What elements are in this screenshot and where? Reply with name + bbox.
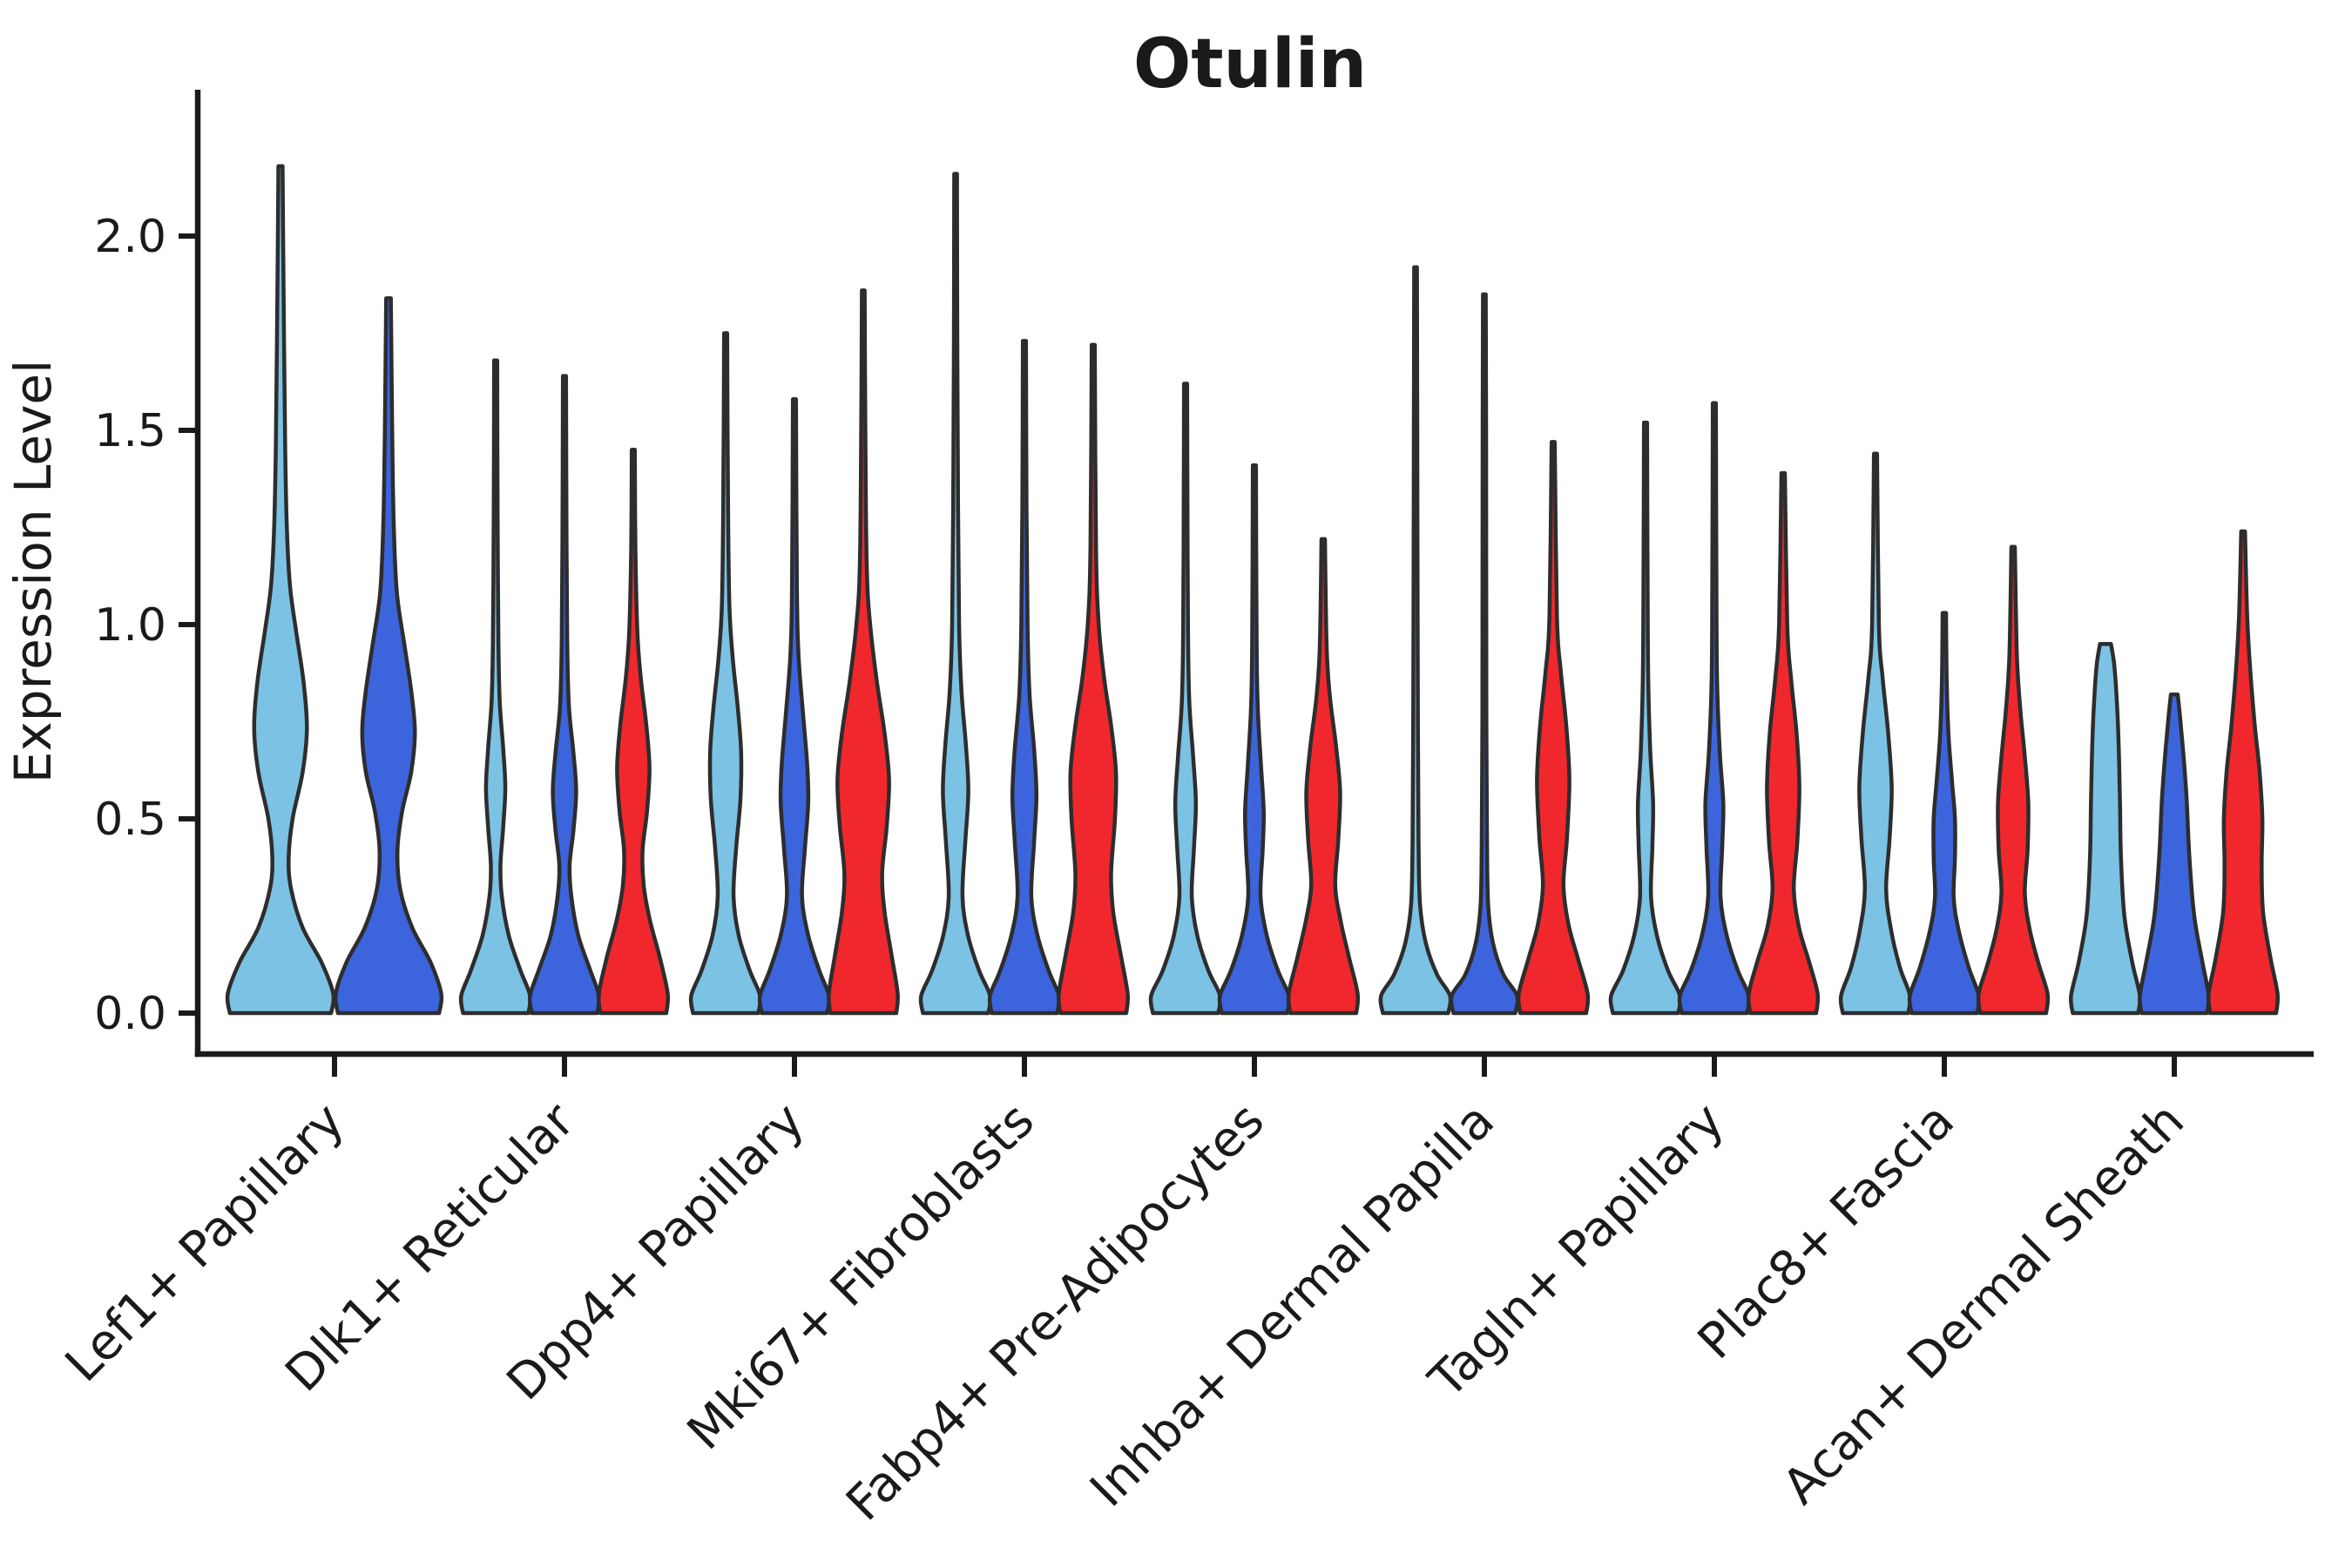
y-tick-label: 0.0	[94, 988, 166, 1040]
violin-fabp4-pre-adipocytes-red	[1286, 537, 1361, 1016]
y-tick-label: 1.5	[94, 405, 166, 457]
violin-tagln-papillary-red	[1746, 470, 1821, 1016]
violin-tagln-papillary-light-blue	[1608, 420, 1683, 1016]
violin-inhba-dermal-papilla-light-blue	[1378, 265, 1453, 1016]
violins-layer	[225, 164, 2281, 1016]
y-tick-label: 2.0	[94, 211, 166, 263]
violin-dlk1-reticular-light-blue	[458, 358, 533, 1016]
violin-acan-dermal-sheath-red	[2206, 529, 2281, 1016]
violin-acan-dermal-sheath-dark-blue	[2138, 693, 2211, 1016]
violin-plac8-fascia-light-blue	[1838, 451, 1913, 1016]
violin-mki67-fibroblasts-dark-blue	[987, 339, 1062, 1016]
violin-lef1-papillary-light-blue	[225, 164, 336, 1016]
y-tick-label: 1.0	[94, 599, 166, 652]
axes-layer	[179, 90, 2314, 1077]
chart-title: Otulin	[1133, 25, 1367, 104]
violin-plac8-fascia-dark-blue	[1907, 611, 1982, 1016]
violin-dpp4-papillary-red	[827, 288, 900, 1016]
violin-mki67-fibroblasts-light-blue	[918, 172, 993, 1016]
violin-inhba-dermal-papilla-dark-blue	[1449, 292, 1520, 1016]
violin-tagln-papillary-dark-blue	[1677, 401, 1752, 1016]
violin-fabp4-pre-adipocytes-light-blue	[1148, 382, 1223, 1016]
violin-dlk1-reticular-red	[596, 448, 671, 1016]
violin-acan-dermal-sheath-light-blue	[2069, 642, 2142, 1016]
y-axis-label: Expression Level	[3, 360, 63, 783]
x-tick-label-acan-dermal-sheath: Acan+ Dermal Sheath	[1772, 1092, 2195, 1516]
violin-lef1-papillary-dark-blue	[333, 296, 444, 1016]
violin-inhba-dermal-papilla-red	[1516, 440, 1591, 1016]
violin-plac8-fascia-red	[1976, 544, 2051, 1016]
violin-fabp4-pre-adipocytes-dark-blue	[1217, 463, 1292, 1016]
violin-mki67-fibroblasts-red	[1056, 342, 1131, 1016]
x-tick-label-inhba-dermal-papilla: Inhba+ Dermal Papilla	[1079, 1092, 1505, 1518]
violin-dlk1-reticular-dark-blue	[527, 374, 602, 1016]
x-tick-label-fabp4-pre-adipocytes: Fabp4+ Pre-Adipocytes	[835, 1092, 1275, 1532]
y-tick-label: 0.5	[94, 794, 166, 846]
violin-dpp4-papillary-dark-blue	[757, 397, 832, 1016]
violin-dpp4-papillary-light-blue	[688, 331, 763, 1016]
